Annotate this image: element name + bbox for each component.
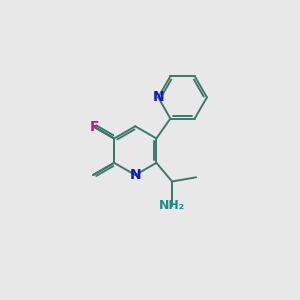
Text: F: F [90,120,100,134]
Text: NH₂: NH₂ [159,200,185,212]
Text: N: N [152,90,164,104]
Text: N: N [130,168,141,182]
